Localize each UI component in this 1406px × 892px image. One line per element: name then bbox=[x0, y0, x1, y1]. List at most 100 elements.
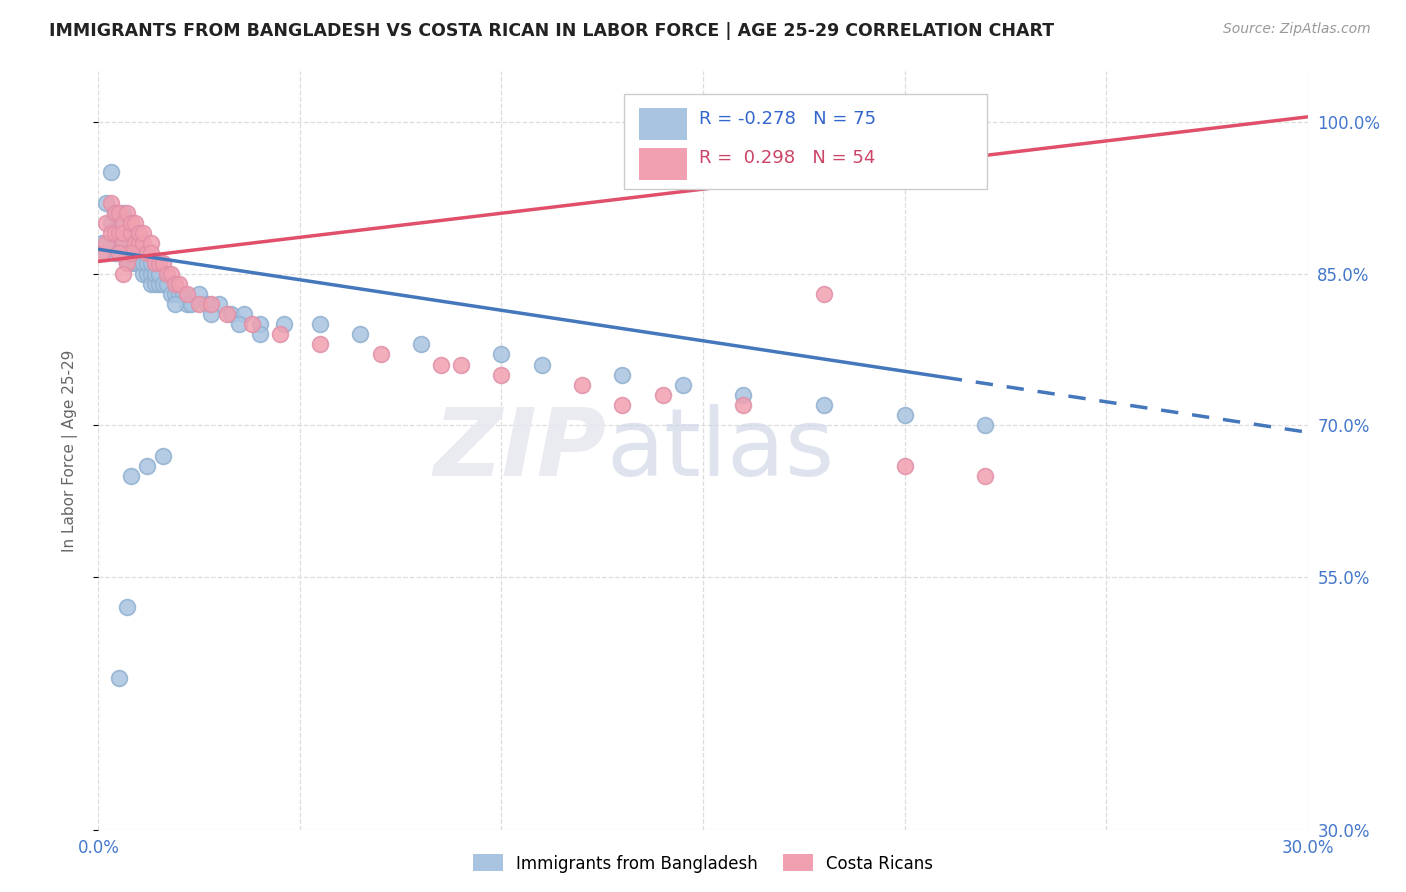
Point bbox=[571, 377, 593, 392]
Point bbox=[893, 458, 915, 473]
Point bbox=[152, 256, 174, 270]
Point bbox=[111, 236, 134, 251]
Point bbox=[124, 246, 146, 260]
Point bbox=[217, 307, 239, 321]
Point bbox=[249, 317, 271, 331]
Point bbox=[107, 216, 129, 230]
Point bbox=[128, 226, 150, 240]
Text: ZIP: ZIP bbox=[433, 404, 606, 497]
Point bbox=[96, 195, 118, 210]
Text: IMMIGRANTS FROM BANGLADESH VS COSTA RICAN IN LABOR FORCE | AGE 25-29 CORRELATION: IMMIGRANTS FROM BANGLADESH VS COSTA RICA… bbox=[49, 22, 1054, 40]
Point bbox=[107, 246, 129, 260]
Point bbox=[111, 236, 134, 251]
Point bbox=[148, 256, 170, 270]
Point bbox=[139, 277, 162, 291]
Point bbox=[111, 226, 134, 240]
Point bbox=[103, 206, 125, 220]
Point bbox=[107, 246, 129, 260]
Point bbox=[188, 286, 211, 301]
Point bbox=[156, 277, 179, 291]
Point bbox=[530, 358, 553, 372]
Point bbox=[160, 286, 183, 301]
Point bbox=[491, 368, 513, 382]
Point bbox=[200, 307, 222, 321]
Point bbox=[152, 277, 174, 291]
Point bbox=[148, 277, 170, 291]
Point bbox=[111, 236, 134, 251]
Point bbox=[176, 286, 198, 301]
Point bbox=[309, 337, 332, 351]
Point bbox=[135, 256, 157, 270]
Point bbox=[132, 236, 155, 251]
Point bbox=[176, 297, 198, 311]
Point bbox=[132, 256, 155, 270]
Point bbox=[612, 368, 634, 382]
Point bbox=[200, 297, 222, 311]
Point bbox=[96, 246, 118, 260]
Point bbox=[156, 267, 179, 281]
Point bbox=[120, 236, 142, 251]
Point bbox=[124, 236, 146, 251]
Point bbox=[100, 216, 122, 230]
Text: atlas: atlas bbox=[606, 404, 835, 497]
Point bbox=[813, 286, 835, 301]
Point bbox=[135, 458, 157, 473]
Point bbox=[124, 236, 146, 251]
Point bbox=[450, 358, 472, 372]
Point bbox=[139, 246, 162, 260]
Point bbox=[100, 195, 122, 210]
Legend: Immigrants from Bangladesh, Costa Ricans: Immigrants from Bangladesh, Costa Ricans bbox=[467, 847, 939, 880]
Point bbox=[430, 358, 453, 372]
Point bbox=[651, 388, 673, 402]
Point bbox=[491, 347, 513, 361]
Point bbox=[120, 256, 142, 270]
Point bbox=[167, 277, 190, 291]
Point bbox=[139, 256, 162, 270]
Point bbox=[167, 286, 190, 301]
Point bbox=[132, 226, 155, 240]
Point bbox=[103, 206, 125, 220]
Point bbox=[91, 236, 114, 251]
Point bbox=[128, 236, 150, 251]
Point bbox=[115, 246, 138, 260]
Point bbox=[107, 226, 129, 240]
Point bbox=[107, 236, 129, 251]
Point bbox=[115, 256, 138, 270]
Point bbox=[115, 600, 138, 615]
Point bbox=[135, 267, 157, 281]
Point bbox=[120, 216, 142, 230]
Point bbox=[172, 286, 194, 301]
Point bbox=[733, 388, 755, 402]
Point bbox=[813, 398, 835, 412]
Point bbox=[160, 267, 183, 281]
Point bbox=[409, 337, 432, 351]
Point bbox=[103, 246, 125, 260]
Point bbox=[180, 297, 202, 311]
Point bbox=[139, 236, 162, 251]
Point bbox=[128, 236, 150, 251]
Point bbox=[612, 398, 634, 412]
Point bbox=[893, 408, 915, 422]
Point bbox=[974, 418, 997, 433]
Point bbox=[111, 267, 134, 281]
FancyBboxPatch shape bbox=[638, 108, 688, 140]
Point bbox=[163, 277, 186, 291]
Point bbox=[107, 671, 129, 685]
Point bbox=[349, 327, 371, 342]
Point bbox=[111, 206, 134, 220]
Point bbox=[228, 317, 250, 331]
Point bbox=[273, 317, 295, 331]
Point bbox=[103, 226, 125, 240]
FancyBboxPatch shape bbox=[638, 148, 688, 180]
Point bbox=[115, 226, 138, 240]
Point bbox=[96, 216, 118, 230]
Point bbox=[120, 246, 142, 260]
Point bbox=[115, 256, 138, 270]
Point bbox=[152, 449, 174, 463]
Point bbox=[143, 267, 166, 281]
Point bbox=[249, 327, 271, 342]
Point bbox=[132, 267, 155, 281]
Point bbox=[195, 297, 218, 311]
Point bbox=[124, 256, 146, 270]
Text: R =  0.298   N = 54: R = 0.298 N = 54 bbox=[699, 150, 876, 168]
